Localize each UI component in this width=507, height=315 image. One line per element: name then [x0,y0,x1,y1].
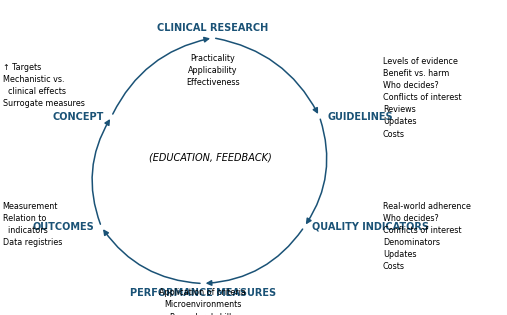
Text: QUALITY INDICATORS: QUALITY INDICATORS [312,222,429,232]
Text: Measurement
Relation to
  indicators
Data registries: Measurement Relation to indicators Data … [3,202,62,247]
FancyArrowPatch shape [92,120,109,224]
Text: Practicality
Applicability
Effectiveness: Practicality Applicability Effectiveness [186,54,240,87]
Text: Levels of evidence
Benefit vs. harm
Who decides?
Conflicts of interest
Reviews
U: Levels of evidence Benefit vs. harm Who … [383,57,461,139]
Text: CLINICAL RESEARCH: CLINICAL RESEARCH [157,23,269,33]
Text: Application of criteria
Microenvironments
Procedural skills: Application of criteria Microenvironment… [159,288,246,315]
Text: CONCEPT: CONCEPT [53,112,104,122]
FancyArrowPatch shape [215,38,317,112]
FancyArrowPatch shape [104,231,200,284]
Text: ↑ Targets
Mechanistic vs.
  clinical effects
Surrogate measures: ↑ Targets Mechanistic vs. clinical effec… [3,63,84,108]
FancyArrowPatch shape [307,119,327,223]
Text: Real-world adherence
Who decides?
Conflicts of interest
Denominators
Updates
Cos: Real-world adherence Who decides? Confli… [383,202,470,271]
Text: OUTCOMES: OUTCOMES [32,222,94,232]
Text: PERFORMANCE MEASURES: PERFORMANCE MEASURES [130,288,276,298]
Text: GUIDELINES: GUIDELINES [327,112,392,122]
FancyArrowPatch shape [113,37,208,114]
FancyArrowPatch shape [207,229,303,285]
Text: (EDUCATION, FEEDBACK): (EDUCATION, FEEDBACK) [149,152,272,163]
